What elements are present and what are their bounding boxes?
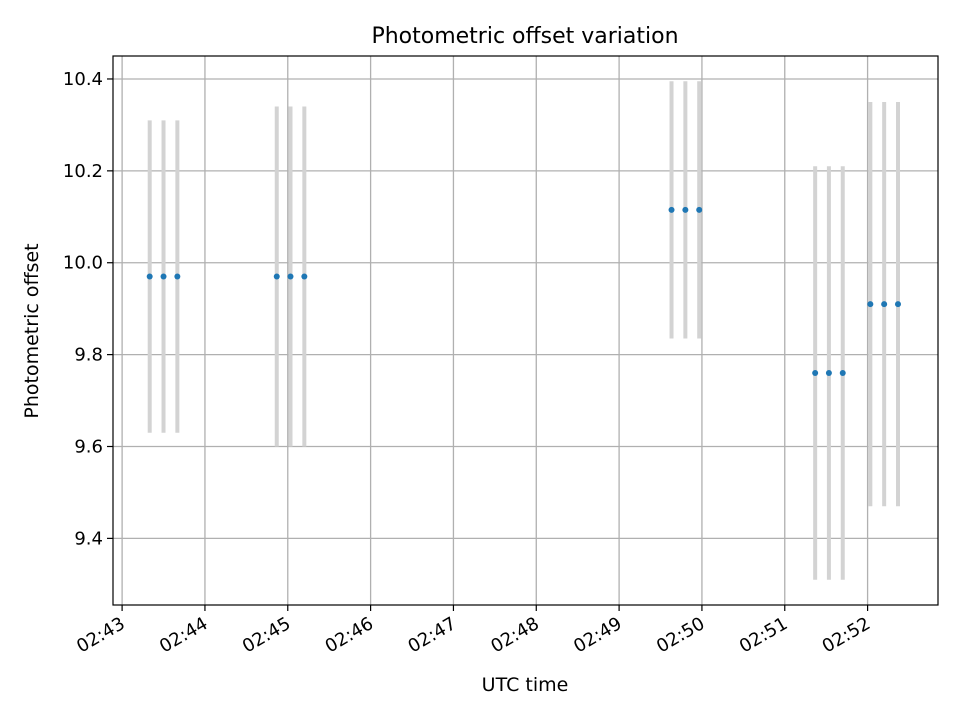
data-point (894, 301, 901, 308)
y-axis: 9.4 9.6 9.8 10.0 10.2 10.4 (63, 69, 113, 549)
data-point (287, 273, 294, 280)
data-point (273, 273, 280, 280)
y-tick-label: 9.6 (74, 437, 103, 458)
plot-frame (112, 55, 939, 606)
data-point (301, 273, 308, 280)
y-axis-label: Photometric offset (21, 243, 43, 418)
data-point (668, 206, 675, 213)
y-tick-label: 10.0 (63, 253, 103, 274)
x-tick-label: 02:48 (487, 613, 542, 657)
data-point (881, 301, 888, 308)
y-tick-label: 9.8 (74, 345, 103, 366)
y-tick-label: 9.4 (74, 528, 103, 549)
y-tick-label: 10.4 (63, 69, 103, 90)
chart-title: Photometric offset variation (371, 24, 678, 49)
data-point (174, 273, 181, 280)
x-tick-label: 02:43 (73, 613, 128, 657)
y-tick-label: 10.2 (63, 161, 103, 182)
data-point (867, 301, 874, 308)
error-bars (147, 81, 900, 580)
x-tick-label: 02:52 (819, 613, 874, 657)
data-point (812, 369, 819, 376)
grid (113, 56, 938, 605)
x-tick-label: 02:50 (653, 613, 708, 657)
data-point (825, 369, 832, 376)
data-point (682, 206, 689, 213)
x-axis-label: UTC time (482, 674, 569, 696)
data-points (146, 206, 901, 376)
x-tick-label: 02:46 (322, 613, 377, 657)
data-point (146, 273, 153, 280)
data-point (839, 369, 846, 376)
data-point (696, 206, 703, 213)
x-tick-label: 02:45 (239, 613, 294, 657)
x-tick-label: 02:44 (156, 613, 211, 657)
x-tick-label: 02:47 (405, 613, 460, 657)
x-tick-label: 02:49 (570, 613, 625, 657)
data-point (160, 273, 167, 280)
x-axis: 02:43 02:44 02:45 02:46 02:47 02:48 02:49 02:50… (73, 605, 874, 657)
x-tick-label: 02:51 (736, 613, 791, 657)
